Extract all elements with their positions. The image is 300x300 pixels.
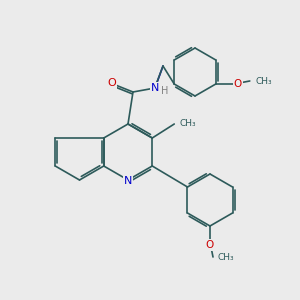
Text: CH₃: CH₃: [256, 76, 272, 85]
Text: O: O: [234, 79, 242, 89]
Text: CH₃: CH₃: [179, 119, 196, 128]
Text: N: N: [151, 83, 159, 93]
Text: O: O: [206, 240, 214, 250]
Text: H: H: [161, 86, 169, 96]
Text: O: O: [108, 78, 116, 88]
Text: CH₃: CH₃: [218, 253, 235, 262]
Text: N: N: [124, 176, 132, 186]
